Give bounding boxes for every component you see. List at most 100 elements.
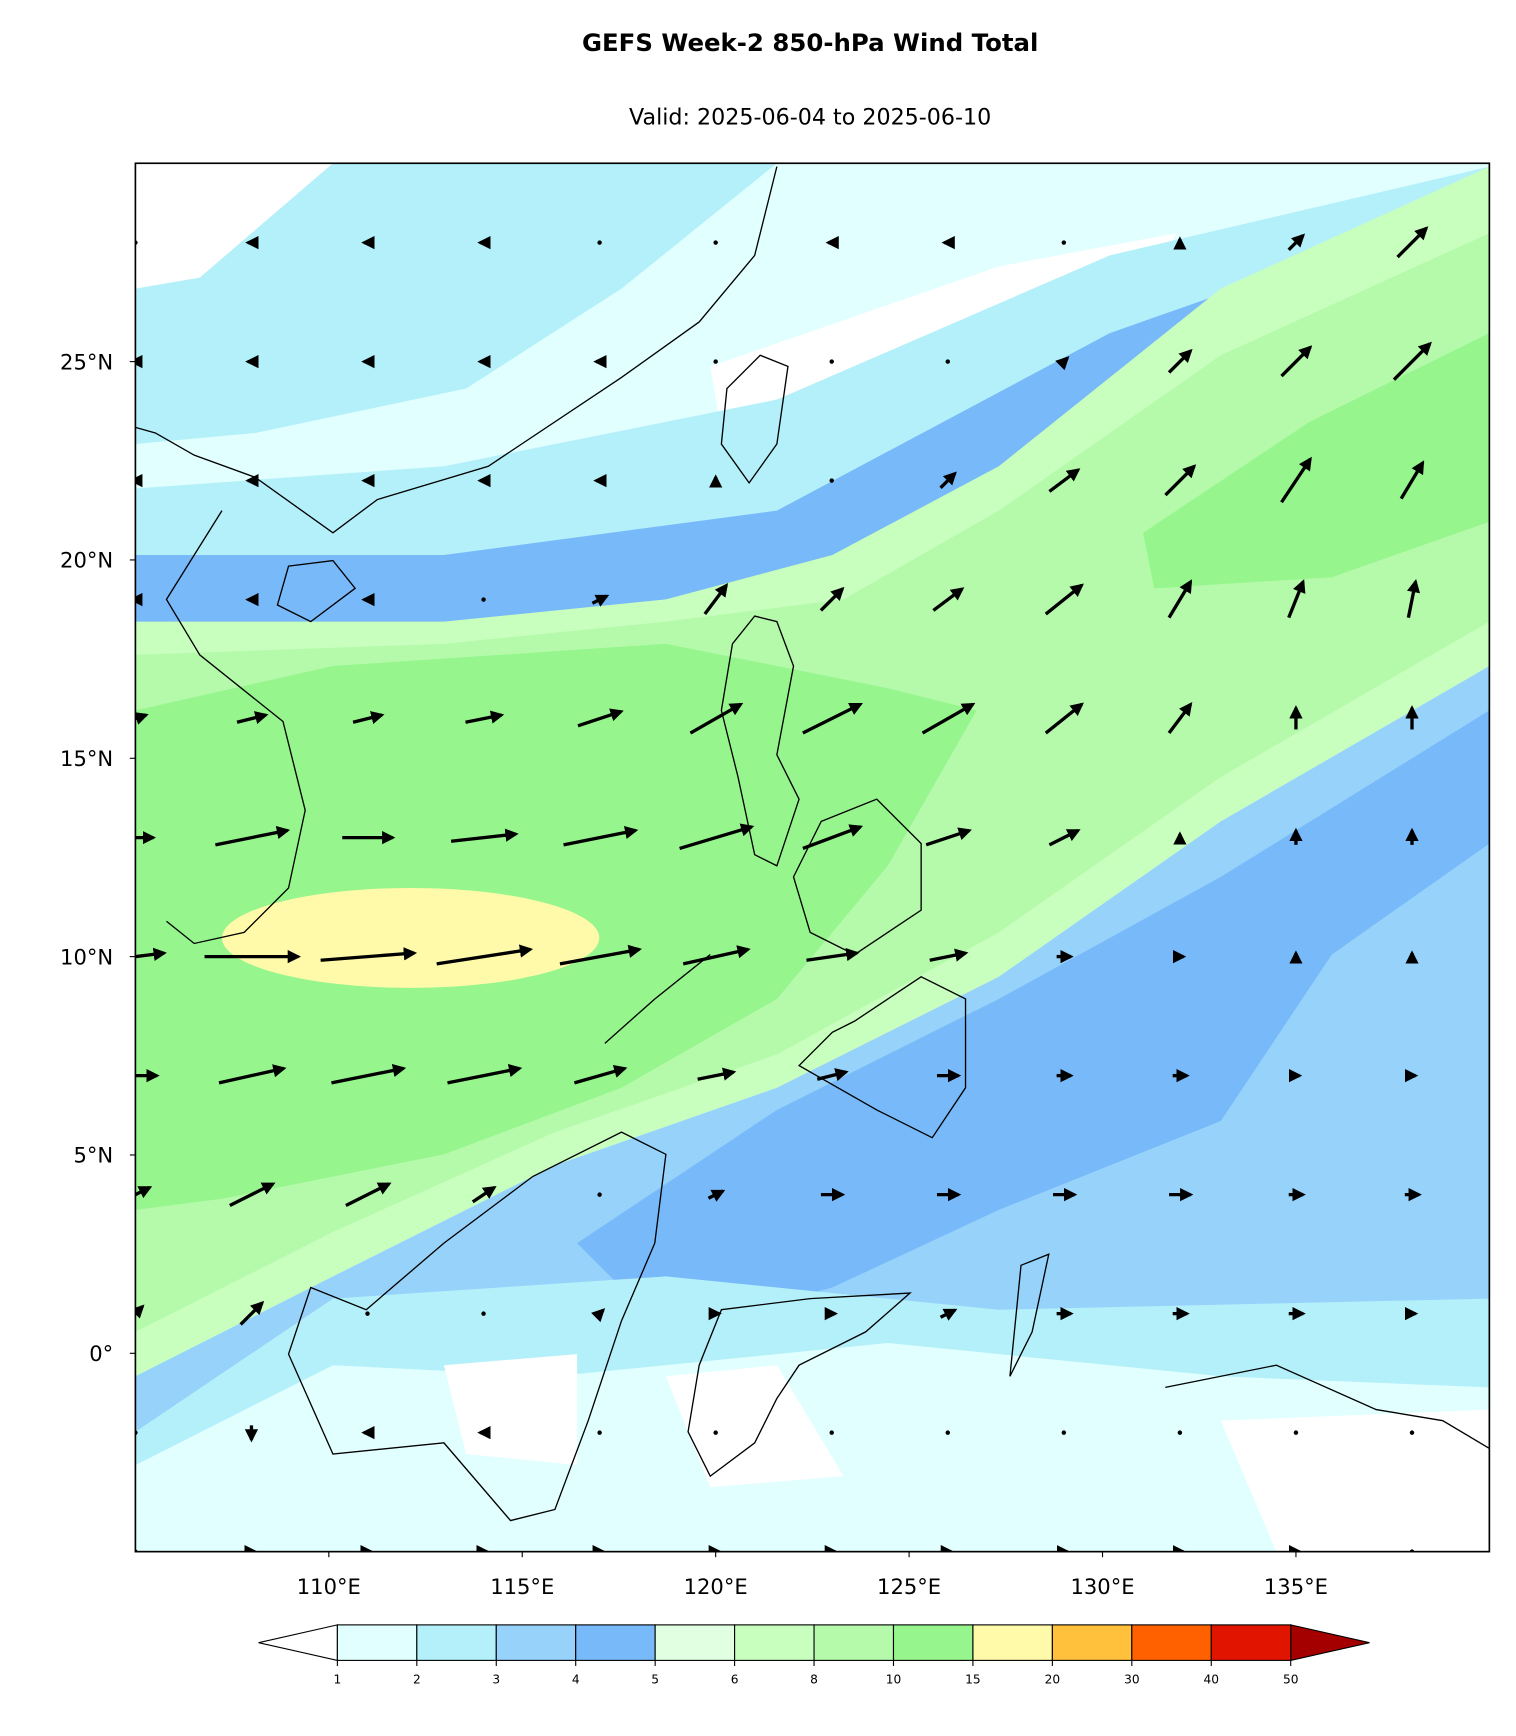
field-band [577,710,1490,1332]
colorbar-bin [416,1624,497,1661]
wind-arrow [682,945,751,966]
wind-calm [945,1430,950,1435]
wind-calm [481,597,486,602]
wind-arrow [135,1304,145,1319]
wind-calm [365,1311,370,1316]
wind-arrow [703,583,729,616]
field [135,163,1490,1552]
field-band [443,1354,1490,1552]
y-tick-label: 10°N [60,944,113,969]
wind-arrow [236,711,269,725]
wind-calm [829,359,834,364]
colorbar-tick-label: 6 [731,1673,739,1687]
colorbar-tick-label: 2 [413,1673,421,1687]
wind-calm [1293,1430,1299,1435]
y-tick-label: 5°N [73,1143,113,1168]
wind-arrow [135,712,149,725]
wind-arrow [806,947,860,962]
wind-arrow [802,702,863,735]
wind-calm [945,359,950,364]
y-tick-label: 20°N [60,548,113,573]
wind-arrow [819,586,845,612]
wind-arrow [939,471,957,490]
wind-arrow [447,1063,523,1085]
x-tick-label: 135°E [1264,1574,1328,1599]
wind-vectors [135,226,1432,1552]
colorbar-tick-label: 15 [965,1673,981,1687]
wind-arrow [320,947,418,962]
wind-calm [1409,1549,1415,1552]
colorbar-tick-label: 8 [810,1673,818,1687]
field-band [135,163,333,289]
wind-calm [829,1430,834,1435]
wind-arrow [1167,579,1193,619]
colorbar-tick-label: 4 [572,1673,580,1687]
wind-arrow [591,594,610,607]
wind-arrow [707,1189,726,1202]
wind-arrow [816,1068,849,1082]
wind-arrow [573,1064,628,1085]
wind-arrow [1399,460,1425,500]
wind-arrow [939,1308,958,1321]
wind-arrow [345,1182,392,1207]
field-band [1143,333,1490,589]
colorbar-tick-label: 5 [651,1673,659,1687]
chart-subtitle: Valid: 2025-06-04 to 2025-06-10 [629,104,991,130]
wind-arrow [471,1185,497,1204]
wind-arrow [577,708,624,728]
colorbar-bin [892,1624,974,1661]
wind-calm [597,1430,602,1435]
wind-arrow [218,1064,287,1085]
wind-arrow [436,944,534,966]
wind-arrow [1048,828,1081,847]
x-tick-label: 125°E [877,1574,941,1599]
wind-calm [713,1430,718,1435]
coastlines [135,166,1490,1522]
wind-arrow [802,824,864,851]
x-tick-label: 115°E [490,1574,554,1599]
colorbar-tick-label: 50 [1283,1673,1299,1687]
wind-arrow [239,1300,265,1326]
wind-calm [1061,1430,1067,1435]
wind-arrow [1287,233,1306,251]
wind-arrow [465,710,505,724]
wind-arrow [1287,579,1306,619]
wind-arrow [929,948,969,962]
wind-arrow [1044,583,1084,616]
field-band [221,887,600,988]
wind-arrow [697,1067,737,1081]
colorbar-bin [1051,1624,1133,1661]
wind-arrow [215,825,291,847]
colorbar-bin [972,1624,1053,1661]
wind-calm [135,240,138,245]
wind-arrow [352,711,385,725]
wind-arrow [331,1063,407,1085]
wind-arrow [921,702,976,735]
wind-arrow [229,1182,276,1207]
colorbar-tick-label: 20 [1045,1673,1061,1687]
wind-arrow [1392,341,1432,381]
y-tick-label: 25°N [60,349,113,374]
field-band [135,163,777,445]
colorbar-tick-label: 1 [333,1673,341,1687]
wind-arrow [925,827,972,847]
y-tick-label: 0° [89,1341,113,1366]
colorbar-bin [575,1624,656,1661]
colorbar-tick-label: 10 [886,1673,902,1687]
y-tick-label: 15°N [60,746,113,771]
axes: 110°E 115°E 120°E 125°E 130°E 135°E 0° 5°N 10°N 1… [60,349,1328,1598]
wind-arrow [450,828,519,843]
colorbar-bin [495,1624,577,1661]
wind-calm [597,240,602,245]
chart-title: GEFS Week-2 850-hPa Wind Total [582,28,1038,57]
colorbar-under [258,1624,338,1662]
wind-arrow [1167,348,1193,374]
x-tick-label: 130°E [1070,1574,1134,1599]
wind-arrow [563,825,639,847]
colorbar-tick-label: 40 [1204,1673,1220,1687]
map-frame [134,162,1491,1553]
colorbar-bin [1131,1624,1212,1661]
wind-arrow [1044,702,1084,735]
wind-calm [1061,240,1067,245]
